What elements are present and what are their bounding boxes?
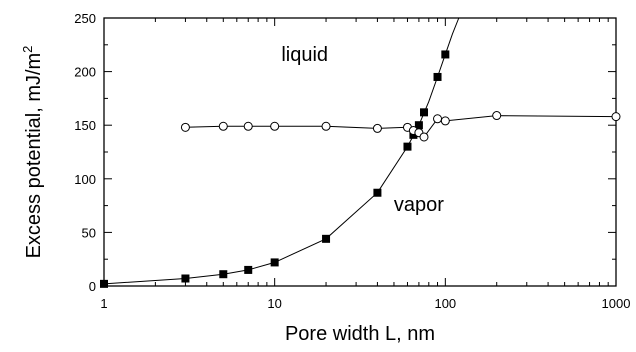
- square-marker: [414, 121, 423, 130]
- circle-marker: [440, 116, 450, 126]
- square-marker: [441, 50, 450, 59]
- y-axis-title-superscript: 2: [20, 46, 35, 53]
- square-marker: [322, 234, 331, 243]
- circle-marker: [611, 112, 621, 122]
- circle-marker: [243, 121, 253, 131]
- circle-marker: [270, 121, 280, 131]
- circle-marker: [492, 111, 502, 121]
- circle-marker: [419, 132, 429, 142]
- series-points: [100, 50, 621, 288]
- x-tick-labels: 1 10 100 1000: [100, 296, 630, 311]
- y-tick-labels: 0 50 100 150 200 250: [74, 11, 96, 294]
- square-marker: [420, 108, 429, 117]
- circle-marker: [180, 122, 190, 132]
- circle-marker: [433, 114, 443, 124]
- plot-frame: [103, 17, 617, 287]
- square-marker: [100, 279, 108, 288]
- square-marker: [219, 270, 228, 279]
- axis-ticks: [103, 17, 617, 287]
- y-tick-label: 100: [74, 172, 96, 187]
- annotations: liquid vapor: [281, 44, 444, 216]
- x-axis-title: Pore width L, nm: [285, 323, 435, 345]
- x-tick-label: 1000: [602, 296, 631, 311]
- annotation-liquid: liquid: [281, 44, 328, 66]
- x-tick-label: 100: [434, 296, 456, 311]
- square-marker: [433, 72, 442, 81]
- y-tick-label: 250: [74, 11, 96, 26]
- square-marker: [373, 188, 382, 197]
- square-marker: [403, 142, 412, 151]
- x-tick-label: 10: [267, 296, 281, 311]
- circle-marker: [218, 121, 228, 131]
- y-tick-label: 0: [89, 279, 96, 294]
- y-axis-title: Excess potential, mJ/m2: [20, 46, 45, 259]
- circle-marker: [372, 123, 382, 133]
- square-marker: [244, 265, 253, 274]
- y-tick-label: 50: [82, 225, 96, 240]
- x-tick-label: 1: [100, 296, 107, 311]
- circle-marker: [321, 121, 331, 131]
- y-axis-title-main: Excess potential, mJ/m: [23, 53, 45, 259]
- square-marker: [181, 274, 190, 283]
- annotation-vapor: vapor: [394, 194, 444, 216]
- square-marker: [270, 258, 279, 267]
- y-tick-label: 200: [74, 65, 96, 80]
- y-tick-label: 150: [74, 118, 96, 133]
- series-lines: [103, 17, 617, 285]
